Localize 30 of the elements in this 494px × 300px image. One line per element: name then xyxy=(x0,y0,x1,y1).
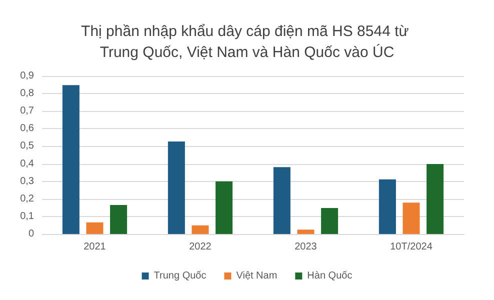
bar xyxy=(426,164,444,234)
bar xyxy=(273,167,290,234)
bar xyxy=(378,179,396,234)
legend-label: Trung Quốc xyxy=(154,270,206,282)
y-tick-label: 0,6 xyxy=(20,123,34,134)
y-tick-label: 0,9 xyxy=(20,70,34,82)
bar xyxy=(297,230,314,234)
y-tick-label: 0,4 xyxy=(20,158,34,170)
y-tick-label: 0,5 xyxy=(20,140,34,152)
bar xyxy=(402,202,420,234)
bar xyxy=(192,225,209,234)
x-tick-label: 2021 xyxy=(84,242,106,252)
chart-title: Thị phần nhập khẩu dây cáp điện mã HS 8544 từ Trung Quốc, Việt Nam và Hàn Quốc vào ÚC xyxy=(81,23,413,61)
y-tick-label: 0,3 xyxy=(20,176,34,187)
y-tick-label: 0,2 xyxy=(20,193,34,204)
bar xyxy=(216,181,233,234)
x-tick-label: 2023 xyxy=(294,242,318,252)
bar xyxy=(62,85,80,234)
bar xyxy=(86,222,104,234)
bar xyxy=(168,141,185,234)
x-tick-label: 2022 xyxy=(189,242,212,252)
bar xyxy=(321,208,338,234)
legend-label: Việt Nam xyxy=(236,270,278,282)
y-tick-label: 0,1 xyxy=(20,210,34,222)
y-tick-label: 0,8 xyxy=(20,88,34,100)
bar xyxy=(110,205,128,234)
y-tick-label: 0,7 xyxy=(20,106,34,117)
legend-label: Hàn Quốc xyxy=(307,270,352,282)
y-tick-label: 0 xyxy=(28,228,34,240)
x-tick-label: 10T/2024 xyxy=(390,242,433,252)
